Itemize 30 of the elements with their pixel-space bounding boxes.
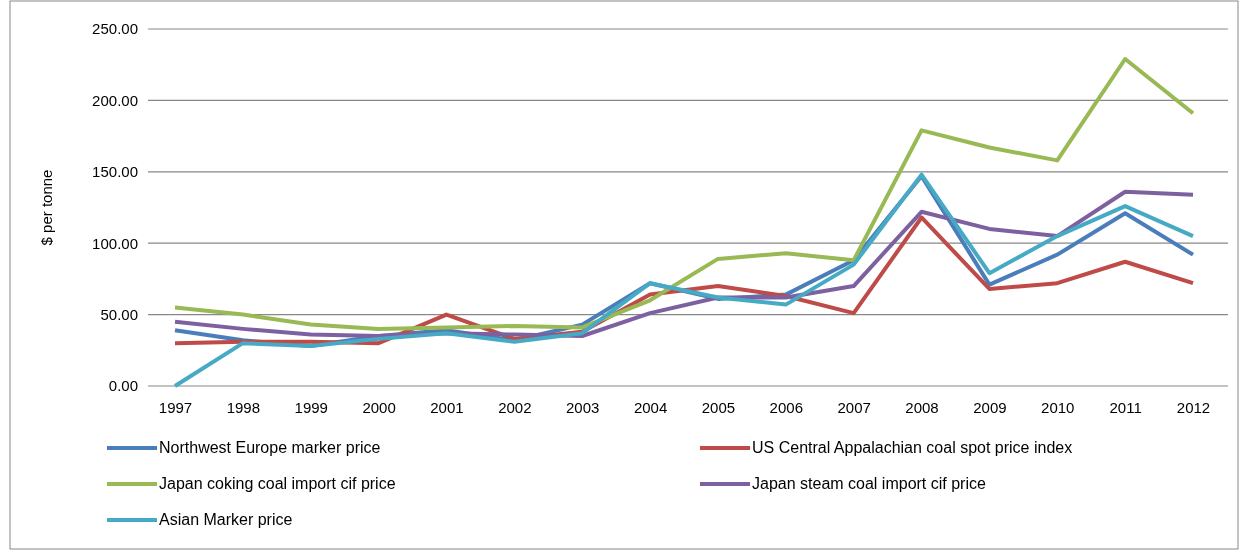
x-tick-label: 2004 <box>633 398 668 416</box>
x-tick-label: 1997 <box>158 398 193 416</box>
line-series <box>173 172 1195 388</box>
y-tick-label: 50.00 <box>100 305 138 323</box>
y-tick-label: 250.00 <box>92 20 138 38</box>
legend-label: Japan coking coal import cif price <box>159 475 396 492</box>
x-tick-label: 2006 <box>769 398 803 416</box>
y-tick-label: 0.00 <box>108 377 138 395</box>
x-tick-label: 2012 <box>1176 398 1211 416</box>
y-tick-label: 150.00 <box>92 163 138 181</box>
x-tick-label: 2011 <box>1109 398 1142 416</box>
x-tick-label: 1998 <box>226 398 261 416</box>
x-tick-label: 2000 <box>362 398 396 416</box>
line-series <box>173 56 1195 331</box>
x-tick-label: 2003 <box>566 398 600 416</box>
legend-label: Asian Marker price <box>159 511 293 528</box>
y-tick-label: 100.00 <box>92 234 138 252</box>
y-tick-label: 200.00 <box>92 91 138 109</box>
legend-label: Japan steam coal import cif price <box>752 475 986 492</box>
y-axis-title: $ per tonne <box>38 169 55 246</box>
x-tick-label: 2005 <box>701 398 736 416</box>
legend-label: Northwest Europe marker price <box>159 439 381 456</box>
legend-label: US Central Appalachian coal spot price index <box>752 439 1073 456</box>
x-tick-label: 1999 <box>294 398 328 416</box>
x-tick-label: 2009 <box>973 398 1007 416</box>
x-tick-label: 2002 <box>498 398 532 416</box>
x-tick-label: 2007 <box>837 398 871 416</box>
x-tick-label: 2010 <box>1041 398 1075 416</box>
x-tick-label: 2001 <box>430 398 464 416</box>
x-tick-label: 2008 <box>905 398 939 416</box>
